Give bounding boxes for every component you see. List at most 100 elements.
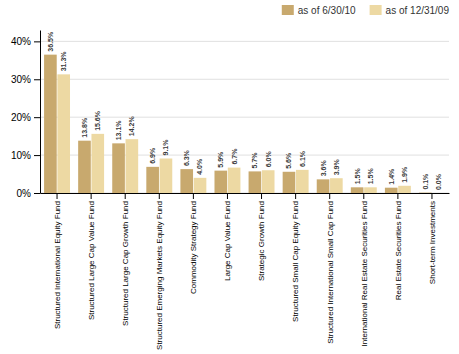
y-tick-label: 10% — [11, 150, 31, 161]
bar — [296, 170, 309, 193]
x-tick-label: Structured International Small Cap Fund — [326, 201, 335, 344]
x-axis: Structured International Equity FundStru… — [41, 193, 450, 350]
y-tick-label: 40% — [11, 36, 31, 47]
y-tick: 20% — [11, 112, 40, 123]
y-tick: 40% — [11, 36, 40, 47]
data-label: 0.0% — [435, 173, 442, 190]
data-label: 1.9% — [401, 166, 408, 183]
bar — [398, 186, 411, 193]
data-label: 4.0% — [196, 158, 203, 175]
bar — [146, 167, 159, 193]
bar — [385, 188, 398, 193]
data-label: 9.1% — [162, 139, 169, 156]
x-tick-mark — [125, 193, 126, 199]
legend-swatch — [282, 5, 294, 15]
data-label: 5.9% — [217, 151, 224, 168]
grid-line — [40, 117, 449, 118]
data-label: 14.2% — [128, 116, 135, 137]
bar — [78, 141, 91, 193]
x-tick-label: Structured Small Cap Equity Fund — [291, 201, 300, 322]
bar-series — [57, 74, 410, 193]
y-axis: 0% 10% 20% 30% 40% — [11, 31, 41, 199]
bar — [91, 134, 104, 193]
bar — [283, 172, 296, 193]
x-tick: Real Estate Securities Fund — [394, 193, 403, 300]
data-label: 13.1% — [115, 120, 122, 141]
x-tick: Structured Large Cap Value Fund — [87, 193, 96, 320]
x-tick-mark — [431, 193, 432, 199]
grid-line — [40, 41, 449, 42]
y-tick-mark — [34, 41, 40, 42]
bar — [317, 179, 330, 193]
x-tick: Large Cap Value Fund — [223, 193, 232, 281]
y-tick: 10% — [11, 150, 40, 161]
bar — [249, 171, 262, 193]
y-axis-line — [40, 31, 41, 194]
bar — [57, 74, 70, 193]
x-tick-label: Large Cap Value Fund — [223, 201, 232, 281]
data-label: 5.7% — [251, 152, 258, 169]
data-label: 5.6% — [285, 152, 292, 169]
data-label: 31.3% — [60, 51, 67, 72]
y-tick-label: 0% — [17, 188, 32, 199]
y-tick-mark — [34, 193, 40, 194]
data-label: 6.9% — [149, 147, 156, 164]
legend-item: as of 6/30/10 — [282, 5, 356, 16]
data-label: 36.5% — [47, 31, 54, 52]
y-tick-mark — [34, 79, 40, 80]
x-tick: Commodity Strategy Fund — [189, 193, 198, 294]
bar-series — [44, 55, 432, 193]
bar — [228, 168, 241, 193]
chart-container: Structured International Equity FundStru… — [0, 0, 459, 354]
y-tick: 0% — [17, 188, 40, 199]
x-tick-label: Structured Large Cap Growth Fund — [121, 201, 130, 326]
x-tick-mark — [159, 193, 160, 199]
x-tick: Structured Large Cap Growth Fund — [121, 193, 130, 326]
chart-svg: Structured International Equity FundStru… — [0, 0, 459, 354]
legend-label: as of 6/30/10 — [298, 5, 356, 16]
x-tick: Structured Small Cap Equity Fund — [291, 193, 300, 322]
x-tick-label: Structured Large Cap Value Fund — [87, 201, 96, 320]
data-label: 6.7% — [231, 148, 238, 165]
x-tick: Short-term Investments — [428, 193, 437, 284]
legend-swatch — [370, 5, 382, 15]
bar — [126, 139, 139, 193]
data-label: 15.6% — [94, 110, 101, 131]
data-label: 6.1% — [299, 150, 306, 167]
bar — [262, 170, 275, 193]
x-tick-mark — [397, 193, 398, 199]
x-tick-label: Strategic Growth Fund — [257, 201, 266, 281]
data-label: 13.8% — [81, 117, 88, 138]
bars — [44, 55, 432, 193]
data-label: 3.6% — [320, 160, 327, 177]
x-tick-mark — [363, 193, 364, 199]
bar — [44, 55, 57, 193]
x-tick-label: Commodity Strategy Fund — [189, 201, 198, 294]
grid — [40, 41, 449, 193]
legend-item: as of 12/31/09 — [370, 5, 450, 16]
x-tick-mark — [329, 193, 330, 199]
x-tick-mark — [227, 193, 228, 199]
x-tick: Structured Emerging Markets Equity Fund — [155, 193, 164, 350]
x-tick-label: International Real Estate Securities Fun… — [360, 201, 369, 346]
x-tick: Strategic Growth Fund — [257, 193, 266, 281]
x-axis-line — [41, 193, 450, 194]
bar — [432, 193, 445, 194]
y-tick-label: 20% — [11, 112, 31, 123]
bar — [160, 159, 173, 193]
data-label: 6.3% — [183, 149, 190, 166]
x-tick-mark — [193, 193, 194, 199]
bar — [180, 169, 193, 193]
bar — [330, 178, 343, 193]
y-tick: 30% — [11, 74, 40, 85]
data-label: 1.5% — [354, 168, 361, 185]
x-tick-label: Short-term Investments — [428, 201, 437, 284]
y-tick-mark — [34, 155, 40, 156]
legend: as of 6/30/10 as of 12/31/09 — [282, 5, 450, 16]
x-tick-mark — [91, 193, 92, 199]
data-label: 1.4% — [388, 168, 395, 185]
x-tick-mark — [261, 193, 262, 199]
y-tick-label: 30% — [11, 74, 31, 85]
legend-label: as of 12/31/09 — [386, 5, 450, 16]
x-tick: Structured International Small Cap Fund — [326, 193, 335, 344]
